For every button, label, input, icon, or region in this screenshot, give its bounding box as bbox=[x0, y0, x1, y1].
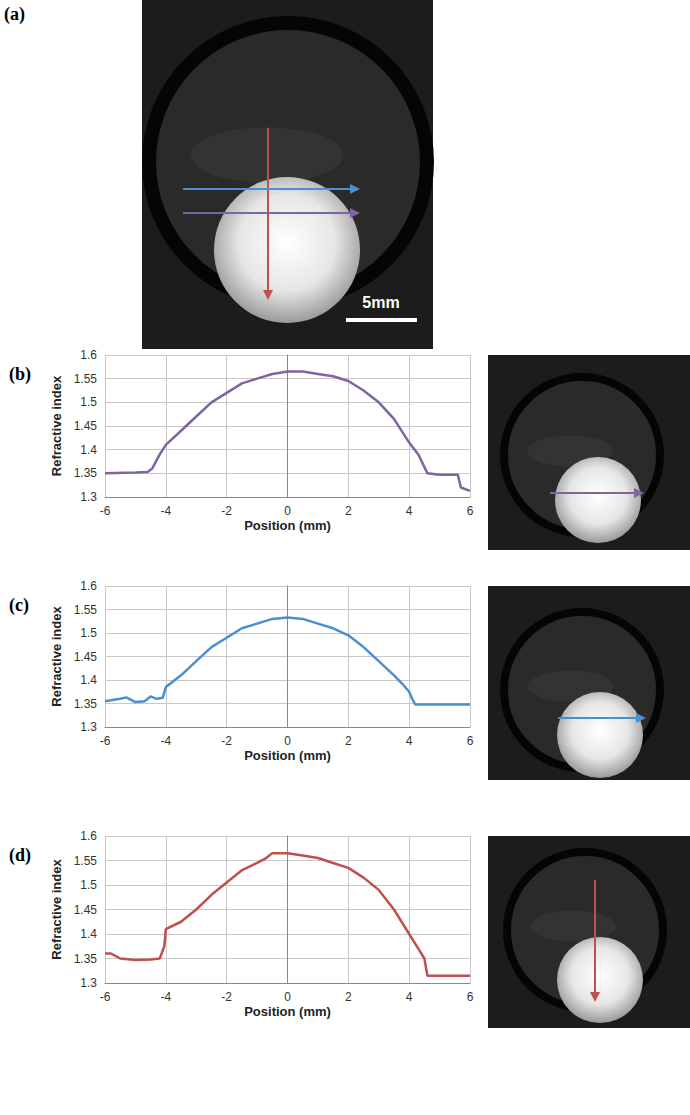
svg-text:1.5: 1.5 bbox=[80, 395, 97, 409]
svg-text:1.55: 1.55 bbox=[74, 603, 98, 617]
svg-text:0: 0 bbox=[284, 990, 291, 1004]
svg-text:0: 0 bbox=[284, 504, 291, 518]
svg-text:4: 4 bbox=[406, 734, 413, 748]
svg-text:1.4: 1.4 bbox=[80, 673, 97, 687]
svg-text:5mm: 5mm bbox=[362, 294, 399, 311]
svg-text:Refractive index: Refractive index bbox=[49, 375, 64, 476]
svg-text:-6: -6 bbox=[100, 734, 111, 748]
svg-text:1.3: 1.3 bbox=[80, 720, 97, 734]
svg-text:6: 6 bbox=[467, 990, 474, 1004]
svg-text:(d): (d) bbox=[9, 845, 31, 866]
svg-text:1.4: 1.4 bbox=[80, 927, 97, 941]
svg-text:Position (mm): Position (mm) bbox=[244, 518, 331, 533]
svg-text:1.45: 1.45 bbox=[74, 650, 98, 664]
svg-text:1.55: 1.55 bbox=[74, 372, 98, 386]
svg-text:-4: -4 bbox=[160, 504, 171, 518]
svg-text:2: 2 bbox=[345, 990, 352, 1004]
svg-text:1.5: 1.5 bbox=[80, 626, 97, 640]
svg-text:1.6: 1.6 bbox=[80, 579, 97, 593]
svg-text:-2: -2 bbox=[221, 990, 232, 1004]
svg-text:2: 2 bbox=[345, 734, 352, 748]
svg-text:1.45: 1.45 bbox=[74, 419, 98, 433]
svg-text:-6: -6 bbox=[100, 504, 111, 518]
svg-text:(c): (c) bbox=[9, 595, 29, 616]
svg-text:-2: -2 bbox=[221, 734, 232, 748]
svg-text:Position (mm): Position (mm) bbox=[244, 1004, 331, 1019]
svg-text:4: 4 bbox=[406, 504, 413, 518]
svg-text:(b): (b) bbox=[9, 364, 31, 385]
svg-text:1.3: 1.3 bbox=[80, 976, 97, 990]
svg-text:-6: -6 bbox=[100, 990, 111, 1004]
svg-text:-4: -4 bbox=[160, 990, 171, 1004]
svg-text:1.5: 1.5 bbox=[80, 878, 97, 892]
svg-text:1.45: 1.45 bbox=[74, 903, 98, 917]
svg-text:(a): (a) bbox=[4, 4, 25, 25]
svg-text:6: 6 bbox=[467, 504, 474, 518]
svg-text:1.55: 1.55 bbox=[74, 854, 98, 868]
svg-text:-2: -2 bbox=[221, 504, 232, 518]
svg-text:-4: -4 bbox=[160, 734, 171, 748]
svg-text:Refractive index: Refractive index bbox=[49, 859, 64, 960]
svg-text:1.4: 1.4 bbox=[80, 443, 97, 457]
svg-text:0: 0 bbox=[284, 734, 291, 748]
svg-text:1.6: 1.6 bbox=[80, 829, 97, 843]
svg-text:1.35: 1.35 bbox=[74, 697, 98, 711]
svg-text:1.3: 1.3 bbox=[80, 490, 97, 504]
svg-text:4: 4 bbox=[406, 990, 413, 1004]
svg-text:Position (mm): Position (mm) bbox=[244, 748, 331, 763]
svg-text:2: 2 bbox=[345, 504, 352, 518]
svg-text:Refractive index: Refractive index bbox=[49, 606, 64, 707]
svg-text:1.6: 1.6 bbox=[80, 348, 97, 362]
svg-text:6: 6 bbox=[467, 734, 474, 748]
svg-text:1.35: 1.35 bbox=[74, 466, 98, 480]
svg-text:1.35: 1.35 bbox=[74, 952, 98, 966]
